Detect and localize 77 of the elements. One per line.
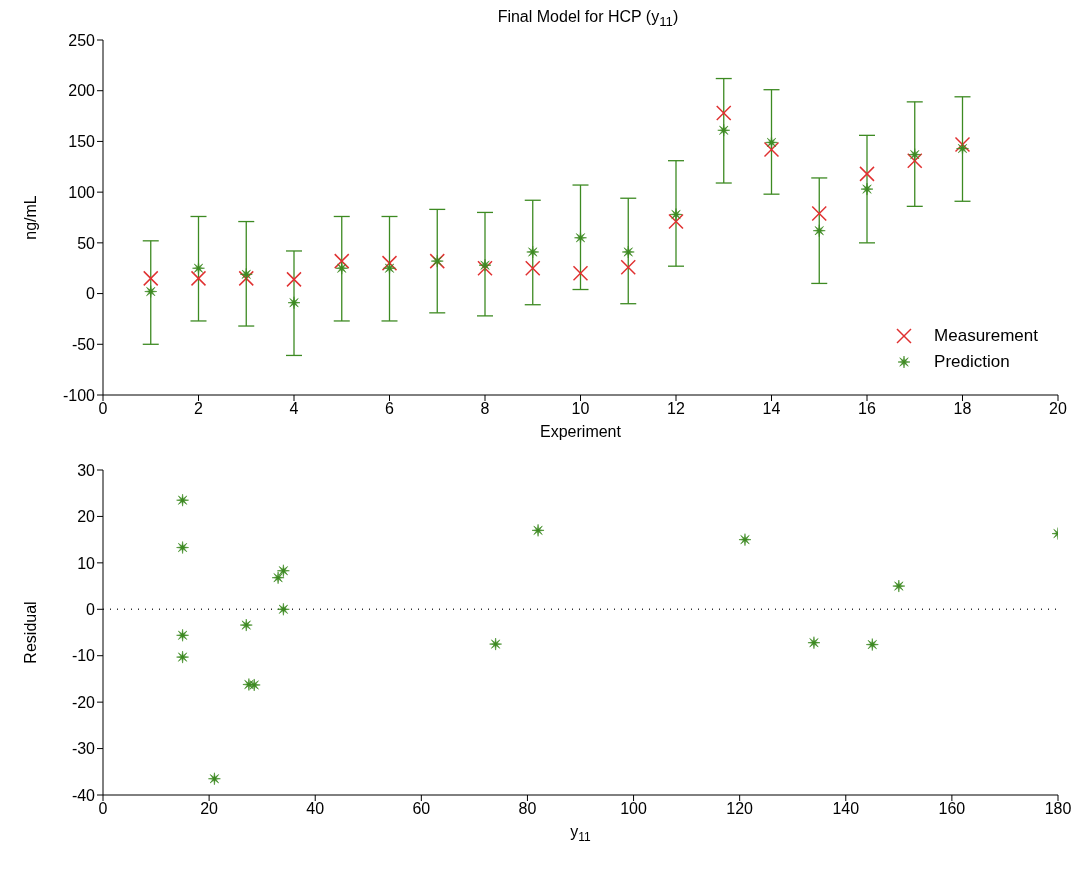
x-tick-label: 6: [385, 400, 395, 418]
legend-label: Prediction: [934, 352, 1010, 372]
x-axis-title: Experiment: [540, 423, 622, 440]
point: [208, 772, 221, 786]
point: [144, 285, 158, 298]
point: [176, 650, 189, 664]
x-tick-label: 100: [620, 800, 647, 818]
y-tick-label: -10: [71, 647, 96, 665]
y-tick-label: -20: [71, 693, 96, 711]
point: [478, 258, 492, 272]
y-tick-label: -30: [71, 740, 96, 758]
point: [531, 524, 545, 537]
y-tick-label: 50: [77, 234, 96, 252]
y-tick-label: 30: [77, 461, 96, 479]
y-tick-label: 100: [68, 183, 96, 201]
point: [574, 231, 587, 245]
point: [239, 268, 253, 281]
y-tick-label: 200: [68, 82, 96, 100]
x-tick-label: 60: [412, 800, 431, 818]
point: [277, 602, 290, 616]
x-axis-title: y$_{11}$: [570, 823, 592, 844]
point: [892, 579, 906, 593]
point: [271, 571, 285, 585]
point: [956, 142, 969, 155]
point: [908, 148, 922, 161]
x-tick-label: 20: [1049, 400, 1067, 418]
point: [669, 208, 683, 221]
y-tick-label: -40: [71, 786, 96, 804]
x-tick-label: 0: [98, 400, 108, 418]
point: [526, 245, 540, 259]
y-tick-label: 250: [68, 31, 96, 49]
chart-title: Final Model for HCP (y$_{11}$): [496, 8, 680, 30]
x-tick-label: 20: [200, 800, 219, 818]
point: [176, 541, 189, 554]
point: [176, 628, 189, 642]
y-axis-title: Residual: [22, 601, 39, 664]
x-tick-label: 14: [762, 400, 781, 418]
x-tick-label: 4: [289, 400, 299, 418]
y-tick-label: 0: [86, 600, 96, 618]
x-tick-label: 140: [832, 800, 860, 818]
point: [807, 636, 821, 650]
point: [277, 564, 290, 578]
y-tick-label: 150: [68, 133, 96, 151]
point: [335, 261, 349, 275]
point: [239, 618, 253, 632]
x-tick-label: 8: [480, 400, 490, 418]
point: [489, 637, 502, 651]
point: [860, 182, 874, 196]
point: [247, 678, 261, 692]
point: [866, 638, 879, 651]
point: [738, 533, 752, 546]
y-tick-label: -50: [71, 335, 96, 353]
x-tick-label: 10: [571, 400, 590, 418]
y-tick-label: 10: [77, 554, 96, 572]
x-tick-label: 180: [1044, 800, 1072, 818]
point: [176, 493, 189, 507]
y-tick-label: -100: [62, 386, 96, 404]
x-tick-label: 160: [938, 800, 966, 818]
point: [621, 245, 635, 259]
x-tick-label: 12: [667, 400, 685, 418]
legend-label: Measurement: [934, 326, 1038, 346]
x-tick-label: 18: [953, 400, 972, 418]
x-tick-label: 16: [858, 400, 876, 418]
point: [192, 261, 205, 275]
point: [765, 136, 778, 149]
point: [812, 224, 826, 237]
y-axis-title: ng/mL: [22, 195, 39, 240]
point: [287, 296, 301, 309]
point: [717, 123, 731, 137]
y-tick-label: 0: [86, 285, 96, 303]
point: [383, 261, 396, 275]
x-tick-label: 40: [306, 800, 325, 818]
x-tick-label: 80: [518, 800, 537, 818]
y-tick-label: 20: [77, 508, 96, 526]
x-tick-label: 0: [98, 800, 108, 818]
x-tick-label: 120: [726, 800, 754, 818]
x-tick-label: 2: [194, 400, 204, 418]
